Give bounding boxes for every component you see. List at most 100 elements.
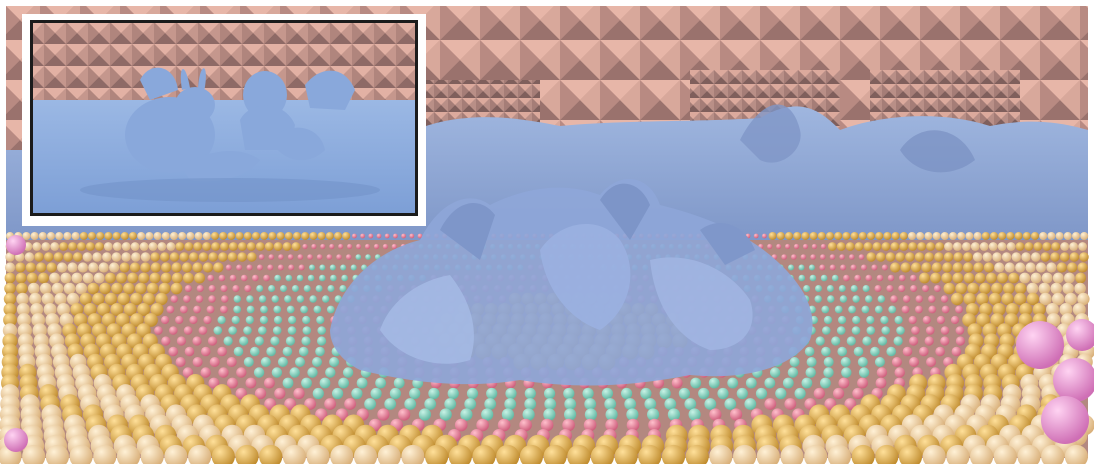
large-ball: [1053, 358, 1094, 402]
particle-ball: [253, 367, 265, 378]
particle-ball: [170, 232, 178, 240]
particle-ball: [949, 232, 957, 240]
particle-ball: [862, 336, 872, 346]
particle-ball: [829, 264, 836, 271]
particle-ball: [225, 264, 232, 271]
particle-ball: [220, 242, 229, 251]
particle-ball: [852, 315, 861, 325]
particle-ball: [876, 252, 886, 262]
particle-ball: [311, 243, 317, 250]
particle-ball: [1005, 303, 1019, 316]
particle-ball: [189, 252, 199, 262]
particle-ball: [365, 254, 371, 260]
particle-ball: [1014, 232, 1023, 240]
particle-ball: [218, 274, 226, 282]
particle-ball: [698, 387, 710, 400]
particle-ball: [776, 232, 785, 240]
particle-ball: [119, 262, 130, 273]
particle-ball: [814, 295, 822, 303]
particle-ball: [326, 305, 335, 314]
particle-ball: [804, 444, 828, 464]
particle-ball: [866, 252, 876, 262]
particle-ball: [519, 444, 543, 464]
particle-ball: [404, 398, 417, 410]
particle-ball: [991, 282, 1003, 295]
particle-ball: [25, 262, 36, 273]
particle-ball: [850, 264, 857, 271]
particle-ball: [63, 232, 72, 240]
particle-ball: [188, 444, 212, 464]
particle-ball: [626, 408, 639, 421]
particle-ball: [1001, 292, 1014, 306]
particle-ball: [71, 272, 83, 284]
particle-ball: [644, 398, 657, 410]
particle-ball: [344, 398, 356, 410]
particle-ball: [684, 398, 697, 410]
particle-ball: [850, 285, 858, 292]
particle-ball: [22, 444, 46, 464]
particle-ball: [886, 285, 894, 292]
particle-ball: [17, 313, 31, 327]
particle-ball: [476, 418, 489, 432]
particle-ball: [41, 292, 55, 306]
particle-ball: [1004, 262, 1015, 273]
particle-ball: [316, 254, 323, 260]
particle-ball: [192, 262, 203, 273]
particle-ball: [827, 295, 835, 303]
particle-ball: [624, 398, 637, 410]
particle-ball: [852, 295, 860, 303]
particle-ball: [813, 387, 825, 400]
particle-ball: [22, 232, 31, 240]
particle-ball: [150, 262, 161, 273]
particle-ball: [678, 387, 691, 400]
particle-ball: [1080, 232, 1089, 240]
particle-ball: [307, 274, 315, 282]
particle-ball: [831, 274, 839, 282]
particle-ball: [840, 264, 847, 271]
particle-ball: [315, 346, 325, 357]
particle-ball: [1052, 272, 1064, 284]
particle-ball: [544, 387, 556, 400]
particle-ball: [1019, 272, 1031, 284]
particle-ball: [4, 262, 16, 273]
particle-ball: [178, 232, 187, 240]
particle-ball: [1051, 292, 1065, 306]
particle-ball: [272, 326, 282, 335]
particle-ball: [952, 262, 963, 273]
particle-ball: [562, 418, 575, 432]
particle-ball: [788, 264, 794, 271]
particle-ball: [1038, 282, 1051, 295]
particle-ball: [63, 252, 73, 262]
particle-ball: [105, 272, 116, 284]
particle-ball: [325, 367, 336, 378]
particle-ball: [802, 243, 809, 250]
particle-ball: [614, 444, 638, 464]
particle-ball: [1050, 252, 1060, 262]
particle-ball: [345, 254, 352, 260]
particle-ball: [1047, 232, 1056, 240]
particle-ball: [899, 232, 908, 240]
particle-ball: [293, 387, 305, 400]
particle-ball: [957, 232, 966, 240]
particle-ball: [942, 262, 953, 273]
particle-ball: [955, 282, 967, 295]
particle-ball: [296, 295, 305, 303]
particle-ball: [307, 367, 318, 378]
particle-ball: [169, 326, 178, 335]
particle-ball: [1019, 303, 1033, 316]
particle-ball: [302, 315, 311, 325]
particle-ball: [96, 232, 105, 240]
particle-ball: [54, 292, 67, 306]
particle-ball: [472, 444, 496, 464]
particle-ball: [295, 357, 305, 367]
particle-ball: [932, 232, 941, 240]
particle-ball: [202, 262, 213, 273]
particle-ball: [933, 285, 941, 292]
particle-ball: [704, 398, 717, 410]
particle-ball: [935, 346, 945, 357]
particle-ball: [914, 252, 925, 262]
particle-ball: [524, 398, 537, 410]
particle-ball: [846, 336, 856, 346]
particle-ball: [98, 262, 109, 273]
particle-ball: [111, 252, 122, 262]
